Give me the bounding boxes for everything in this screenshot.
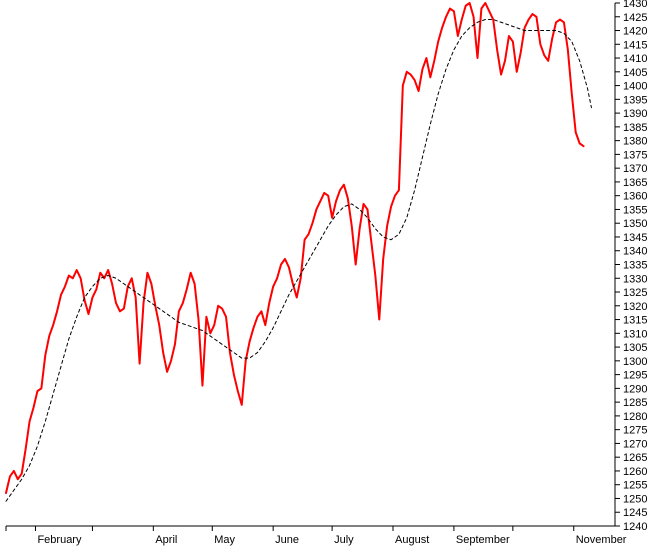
y-tick-label: 1300 [623, 356, 647, 368]
y-tick-label: 1305 [623, 342, 647, 354]
y-tick-label: 1400 [623, 81, 647, 93]
y-tick-label: 1310 [623, 328, 647, 340]
y-tick-label: 1340 [623, 246, 647, 258]
y-tick-label: 1405 [623, 67, 647, 79]
y-tick-label: 1335 [623, 260, 647, 272]
y-tick-label: 1245 [623, 507, 647, 519]
y-tick-label: 1315 [623, 315, 647, 327]
y-tick-label: 1350 [623, 218, 647, 230]
y-tick-label: 1355 [623, 204, 647, 216]
y-tick-label: 1270 [623, 438, 647, 450]
y-tick-label: 1380 [623, 136, 647, 148]
price-chart: 1240124512501255126012651270127512801285… [0, 0, 654, 552]
x-tick-label: April [155, 534, 177, 546]
y-tick-label: 1265 [623, 452, 647, 464]
y-tick-label: 1420 [623, 26, 647, 38]
x-tick-label: July [334, 534, 354, 546]
y-tick-label: 1275 [623, 425, 647, 437]
y-tick-label: 1285 [623, 397, 647, 409]
y-tick-label: 1255 [623, 480, 647, 492]
y-tick-label: 1280 [623, 411, 647, 423]
x-tick-label: February [37, 534, 82, 546]
y-tick-label: 1345 [623, 232, 647, 244]
x-tick-label: June [275, 534, 299, 546]
y-tick-label: 1395 [623, 94, 647, 106]
y-tick-label: 1375 [623, 149, 647, 161]
y-tick-label: 1290 [623, 383, 647, 395]
y-tick-label: 1320 [623, 301, 647, 313]
y-tick-label: 1430 [623, 0, 647, 10]
y-tick-label: 1360 [623, 191, 647, 203]
x-tick-label: November [576, 534, 627, 546]
y-tick-label: 1260 [623, 466, 647, 478]
y-tick-label: 1330 [623, 273, 647, 285]
y-tick-label: 1385 [623, 122, 647, 134]
y-tick-label: 1365 [623, 177, 647, 189]
chart-svg: 1240124512501255126012651270127512801285… [0, 0, 654, 552]
y-tick-label: 1295 [623, 370, 647, 382]
x-tick-label: May [214, 534, 235, 546]
y-tick-label: 1415 [623, 39, 647, 51]
y-tick-label: 1325 [623, 287, 647, 299]
y-tick-label: 1240 [623, 521, 647, 533]
y-tick-label: 1410 [623, 53, 647, 65]
y-tick-label: 1390 [623, 108, 647, 120]
x-tick-label: September [456, 534, 510, 546]
y-tick-label: 1425 [623, 12, 647, 24]
y-tick-label: 1370 [623, 163, 647, 175]
y-tick-label: 1250 [623, 493, 647, 505]
x-tick-label: August [395, 534, 429, 546]
